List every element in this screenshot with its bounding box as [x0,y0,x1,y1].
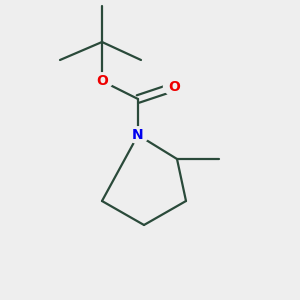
Ellipse shape [92,73,112,89]
Text: O: O [96,74,108,88]
Text: N: N [132,128,144,142]
Ellipse shape [128,127,148,143]
Ellipse shape [164,79,184,95]
Text: O: O [168,80,180,94]
